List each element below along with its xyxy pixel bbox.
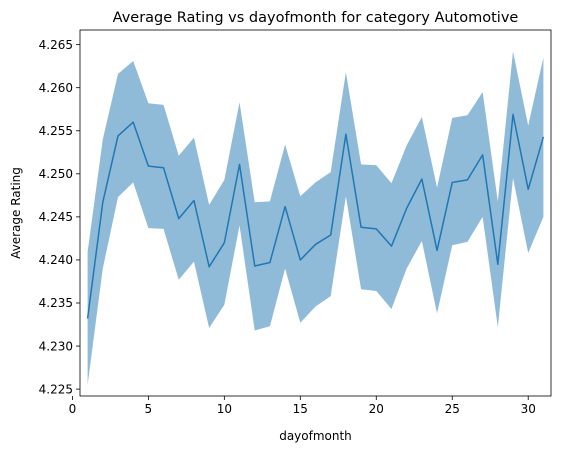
y-axis-ticks: 4.225 4.230 4.235 4.240 4.245 4.250 4.255 4.260…: [39, 38, 80, 396]
y-tick-label: 4.260: [39, 81, 73, 95]
x-tick-label: 0: [69, 402, 77, 416]
x-tick-label: 30: [521, 402, 536, 416]
y-tick-label: 4.245: [39, 210, 73, 224]
confidence-band-layer: [87, 51, 544, 385]
x-axis-label: dayofmonth: [279, 429, 352, 443]
y-tick-label: 4.230: [39, 339, 73, 353]
chart-title: Average Rating vs dayofmonth for categor…: [113, 10, 519, 26]
y-tick-label: 4.265: [39, 38, 73, 52]
y-tick-label: 4.235: [39, 296, 73, 310]
x-axis-ticks: 0 5 10 15 20 25 30: [69, 396, 536, 416]
series-line-layer: [86, 113, 545, 319]
y-tick-label: 4.255: [39, 124, 73, 138]
x-tick-label: 5: [145, 402, 153, 416]
y-tick-label: 4.240: [39, 253, 73, 267]
y-axis-label: Average Rating: [9, 167, 23, 259]
confidence-band: [87, 51, 544, 385]
x-tick-label: 20: [369, 402, 384, 416]
y-tick-label: 4.250: [39, 167, 73, 181]
x-tick-label: 10: [217, 402, 232, 416]
x-tick-label: 25: [445, 402, 460, 416]
y-tick-label: 4.225: [39, 382, 73, 396]
x-tick-label: 15: [293, 402, 308, 416]
plot-frame: [79, 29, 552, 397]
